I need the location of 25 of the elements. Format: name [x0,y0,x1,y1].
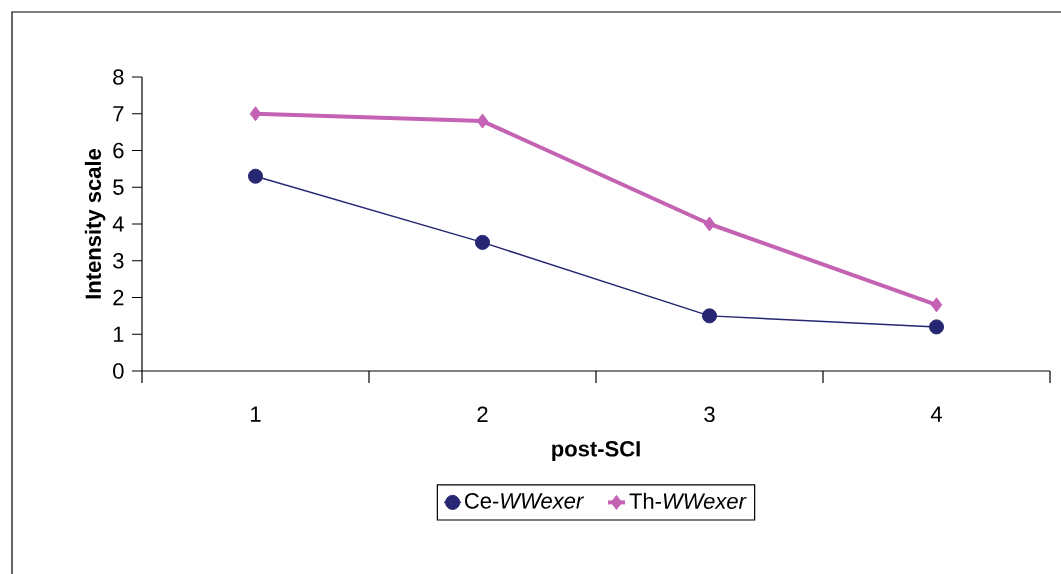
x-tick-label: 2 [477,406,488,422]
y-tick-label: 0 [113,363,124,379]
point [703,216,716,232]
point [930,297,943,313]
x-tick-label: 1 [251,406,261,422]
y-tick-label: 4 [112,216,124,232]
x-axis-title: post-SCI [552,440,640,461]
legend-label: Ce-WWexer [464,493,584,509]
point [702,308,718,324]
point [476,113,489,129]
y-tick-label: 6 [113,142,124,159]
y-tick-label: 5 [113,179,124,195]
y-tick-label: 2 [113,289,124,306]
y-axis-title: Intensity scale [84,148,106,299]
y-tick-label: 7 [113,106,124,122]
point [248,168,263,184]
point [929,319,945,335]
legend-label: Th-WWexer [629,492,747,509]
y-tick-label: 1 [113,326,124,342]
y-tick-label: 8 [113,69,124,85]
point [475,234,490,250]
x-tick-label: 4 [930,406,942,422]
y-tick-label: 3 [113,252,124,269]
x-tick-label: 3 [704,406,715,423]
point [249,106,262,122]
